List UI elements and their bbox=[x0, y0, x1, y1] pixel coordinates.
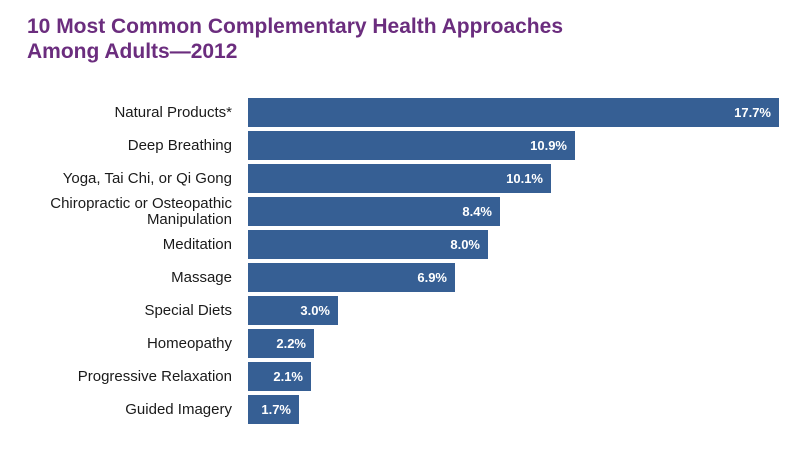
bar-value-label-7: 2.2% bbox=[276, 336, 306, 351]
category-label-5-line-0: Massage bbox=[171, 269, 232, 286]
category-label-4-line-0: Meditation bbox=[163, 236, 232, 253]
bar-value-label-6: 3.0% bbox=[300, 303, 330, 318]
category-label-6-line-0: Special Diets bbox=[144, 302, 232, 319]
category-label-1: Deep Breathing bbox=[128, 137, 232, 154]
bar-0 bbox=[248, 98, 779, 127]
bar-value-label-2: 10.1% bbox=[506, 171, 543, 186]
bar-6 bbox=[248, 296, 338, 325]
bar-4 bbox=[248, 230, 488, 259]
category-label-8-line-0: Progressive Relaxation bbox=[78, 368, 232, 385]
bar-9 bbox=[248, 395, 299, 424]
category-label-1-line-0: Deep Breathing bbox=[128, 137, 232, 154]
bar-value-label-3: 8.4% bbox=[462, 204, 492, 219]
category-label-4: Meditation bbox=[163, 236, 232, 253]
category-label-7-line-0: Homeopathy bbox=[147, 335, 233, 352]
category-label-0-line-0: Natural Products* bbox=[114, 104, 232, 121]
bar-2 bbox=[248, 164, 551, 193]
category-label-8: Progressive Relaxation bbox=[78, 368, 232, 385]
bar-3 bbox=[248, 197, 500, 226]
category-label-0: Natural Products* bbox=[114, 104, 232, 121]
bar-value-label-5: 6.9% bbox=[417, 270, 447, 285]
category-label-7: Homeopathy bbox=[147, 335, 233, 352]
category-label-3-line-1: Manipulation bbox=[147, 211, 232, 228]
bar-value-label-9: 1.7% bbox=[261, 402, 291, 417]
category-label-9: Guided Imagery bbox=[125, 401, 232, 418]
bar-1 bbox=[248, 131, 575, 160]
chart-title-line-1: 10 Most Common Complementary Health Appr… bbox=[27, 15, 563, 38]
category-label-2: Yoga, Tai Chi, or Qi Gong bbox=[63, 170, 232, 187]
category-label-9-line-0: Guided Imagery bbox=[125, 401, 232, 418]
bar-7 bbox=[248, 329, 314, 358]
chart-title: 10 Most Common Complementary Health Appr… bbox=[27, 14, 627, 64]
bar-5 bbox=[248, 263, 455, 292]
category-label-2-line-0: Yoga, Tai Chi, or Qi Gong bbox=[63, 170, 232, 187]
bar-value-label-0: 17.7% bbox=[734, 105, 771, 120]
category-label-5: Massage bbox=[171, 269, 232, 286]
chart-title-line-2: Among Adults—2012 bbox=[27, 40, 238, 63]
bar-8 bbox=[248, 362, 311, 391]
category-label-3: Chiropractic or Osteopathic Manipulation bbox=[50, 195, 232, 228]
category-label-6: Special Diets bbox=[144, 302, 232, 319]
bar-value-label-1: 10.9% bbox=[530, 138, 567, 153]
category-label-3-line-0: Chiropractic or Osteopathic bbox=[50, 195, 232, 212]
bar-value-label-8: 2.1% bbox=[273, 369, 303, 384]
bar-value-label-4: 8.0% bbox=[450, 237, 480, 252]
